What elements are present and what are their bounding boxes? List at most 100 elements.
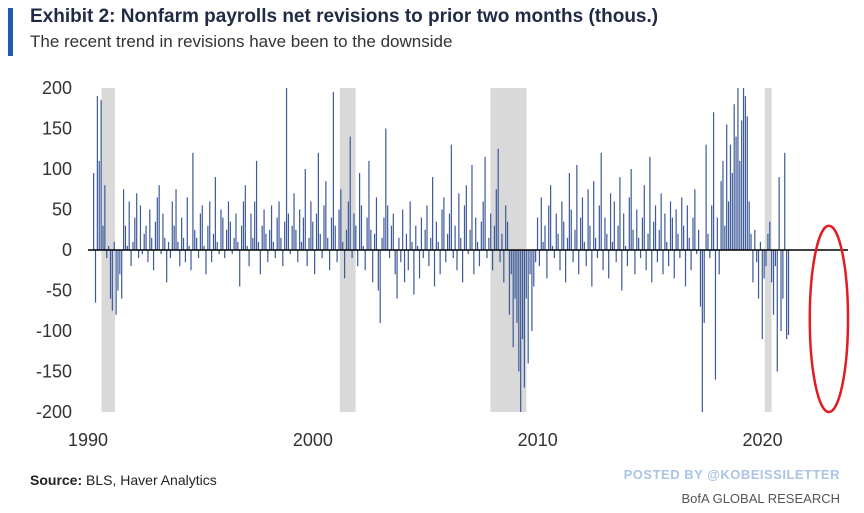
bar (169, 250, 172, 259)
source-text: BLS, Haver Analytics (86, 472, 217, 488)
y-tick-label: -50 (46, 281, 72, 301)
bar (199, 213, 201, 250)
bar (596, 250, 599, 259)
bar (651, 250, 653, 283)
bar (175, 189, 177, 250)
bar (525, 250, 527, 299)
bar (224, 250, 226, 259)
bar (330, 217, 333, 250)
highlight-circle (808, 224, 850, 414)
bar (701, 250, 703, 412)
bar (130, 250, 132, 267)
bar (96, 96, 98, 250)
bar (463, 205, 466, 250)
bar (529, 250, 531, 275)
bar (630, 169, 632, 250)
bar (152, 250, 155, 271)
bar (430, 237, 432, 250)
bar (716, 217, 718, 250)
bar (628, 197, 630, 250)
bar (111, 250, 113, 311)
bar (673, 250, 675, 279)
bar (660, 193, 662, 250)
bar (735, 136, 737, 250)
bar (433, 250, 436, 287)
bar (626, 250, 629, 267)
bar (252, 237, 254, 250)
bar (164, 237, 166, 250)
bar (733, 104, 735, 250)
bar (323, 205, 325, 250)
bar (270, 205, 273, 250)
bar (398, 237, 400, 250)
bar (465, 185, 467, 250)
bar (190, 250, 192, 271)
y-tick-label: 0 (62, 240, 72, 260)
bar (613, 201, 615, 250)
bar (636, 209, 638, 250)
bar (776, 250, 778, 372)
bar (242, 201, 245, 250)
bar (761, 250, 763, 340)
bar (729, 144, 732, 250)
bar (274, 250, 276, 259)
bar (452, 250, 454, 259)
bar (471, 164, 473, 250)
bar (585, 250, 587, 267)
bar (634, 250, 636, 275)
bar (608, 250, 610, 279)
bar (192, 152, 194, 250)
bar (741, 120, 743, 251)
bar (484, 156, 486, 250)
bar (491, 250, 494, 271)
bar (538, 250, 540, 267)
bar (772, 250, 775, 315)
bar (757, 250, 760, 299)
bar (327, 237, 329, 250)
bar (355, 225, 357, 250)
bar (248, 250, 250, 267)
brand-label: BofA GLOBAL RESEARCH (681, 491, 840, 506)
bar (720, 181, 722, 250)
y-tick-label: -100 (36, 321, 72, 341)
bar (473, 250, 475, 275)
bar (188, 245, 190, 250)
bar (134, 217, 136, 250)
bar (160, 250, 162, 255)
bar (261, 225, 263, 250)
bar (194, 229, 196, 250)
bar (413, 250, 415, 295)
bar (329, 250, 331, 271)
bar (94, 250, 97, 303)
bar (557, 233, 559, 250)
bar (679, 250, 681, 259)
bar (117, 250, 119, 291)
bar (581, 197, 584, 250)
bar (765, 250, 767, 267)
bar (518, 250, 520, 372)
bar (254, 201, 256, 250)
bar (383, 217, 385, 250)
bar (508, 250, 511, 315)
bar (677, 233, 679, 250)
bar (362, 245, 364, 250)
bar (551, 245, 554, 250)
bar (546, 250, 548, 279)
bar (739, 160, 741, 250)
posted-by-watermark: POSTED BY @KOBEISSILETTER (623, 467, 840, 482)
bar (643, 185, 645, 250)
x-tick-label: 2000 (293, 430, 333, 450)
bar (269, 229, 271, 250)
bar (752, 250, 754, 283)
bar (98, 160, 100, 250)
bar (501, 233, 503, 250)
bar (714, 250, 717, 380)
bar (432, 177, 434, 250)
bar (521, 250, 524, 340)
bar (244, 185, 246, 250)
bar (445, 250, 447, 263)
bar (218, 250, 220, 255)
bar (645, 250, 647, 271)
bar (422, 250, 424, 259)
bar (239, 250, 241, 287)
